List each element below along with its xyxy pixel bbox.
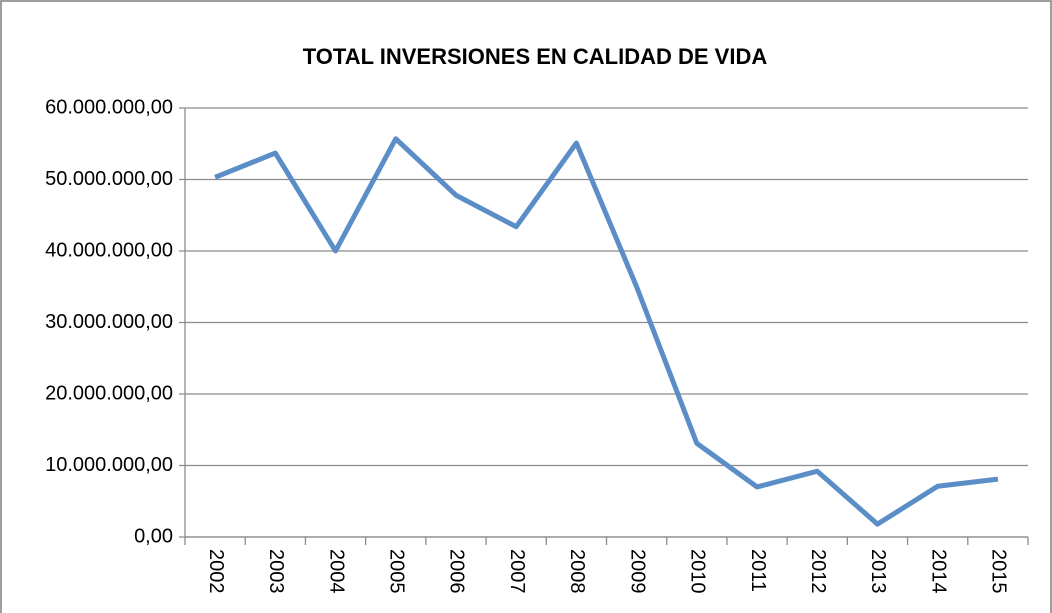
x-tick-label: 2008 [566, 549, 588, 594]
x-tick-label: 2006 [446, 549, 468, 594]
x-tick-label: 2015 [988, 549, 1010, 594]
y-tick-label: 40.000.000,00 [45, 239, 173, 261]
x-tick-label: 2012 [807, 549, 829, 594]
y-tick-label: 30.000.000,00 [45, 311, 173, 333]
chart-title: TOTAL INVERSIONES EN CALIDAD DE VIDA [303, 44, 768, 69]
y-tick-label: 10.000.000,00 [45, 454, 173, 476]
x-tick-label: 2011 [747, 549, 769, 592]
line [214, 136, 999, 527]
x-tick-label: 2009 [626, 549, 648, 594]
y-tick-label: 60.000.000,00 [45, 96, 173, 118]
x-tick-label: 2004 [325, 549, 347, 594]
x-tick-label: 2010 [687, 549, 709, 594]
x-tick-label: 2013 [867, 549, 889, 594]
x-tick-label: 2014 [927, 549, 949, 594]
x-tick-label: 2002 [205, 549, 227, 594]
y-tick-label: 0,00 [134, 525, 173, 547]
y-tick-label: 50.000.000,00 [45, 168, 173, 190]
y-tick-label: 20.000.000,00 [45, 382, 173, 404]
x-tick-label: 2003 [265, 549, 287, 594]
x-tick-label: 2007 [506, 549, 528, 594]
x-tick-label: 2005 [385, 549, 407, 594]
